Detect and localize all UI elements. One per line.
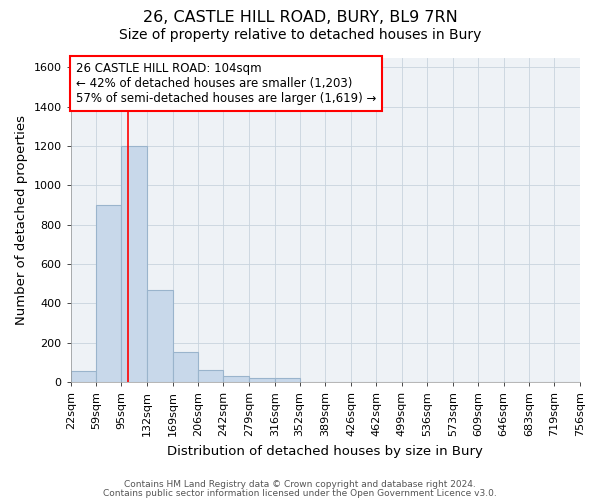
Text: Contains HM Land Registry data © Crown copyright and database right 2024.: Contains HM Land Registry data © Crown c… bbox=[124, 480, 476, 489]
Bar bbox=[275, 378, 299, 382]
Bar bbox=[249, 378, 275, 382]
Text: Contains public sector information licensed under the Open Government Licence v3: Contains public sector information licen… bbox=[103, 488, 497, 498]
Bar bbox=[173, 352, 199, 382]
Text: Size of property relative to detached houses in Bury: Size of property relative to detached ho… bbox=[119, 28, 481, 42]
X-axis label: Distribution of detached houses by size in Bury: Distribution of detached houses by size … bbox=[167, 444, 483, 458]
Bar bbox=[147, 290, 173, 382]
Y-axis label: Number of detached properties: Number of detached properties bbox=[15, 115, 28, 325]
Text: 26, CASTLE HILL ROAD, BURY, BL9 7RN: 26, CASTLE HILL ROAD, BURY, BL9 7RN bbox=[143, 10, 457, 25]
Bar bbox=[223, 376, 249, 382]
Bar bbox=[71, 371, 97, 382]
Bar bbox=[199, 370, 223, 382]
Bar bbox=[121, 146, 147, 382]
Text: 26 CASTLE HILL ROAD: 104sqm
← 42% of detached houses are smaller (1,203)
57% of : 26 CASTLE HILL ROAD: 104sqm ← 42% of det… bbox=[76, 62, 376, 106]
Bar bbox=[97, 205, 121, 382]
